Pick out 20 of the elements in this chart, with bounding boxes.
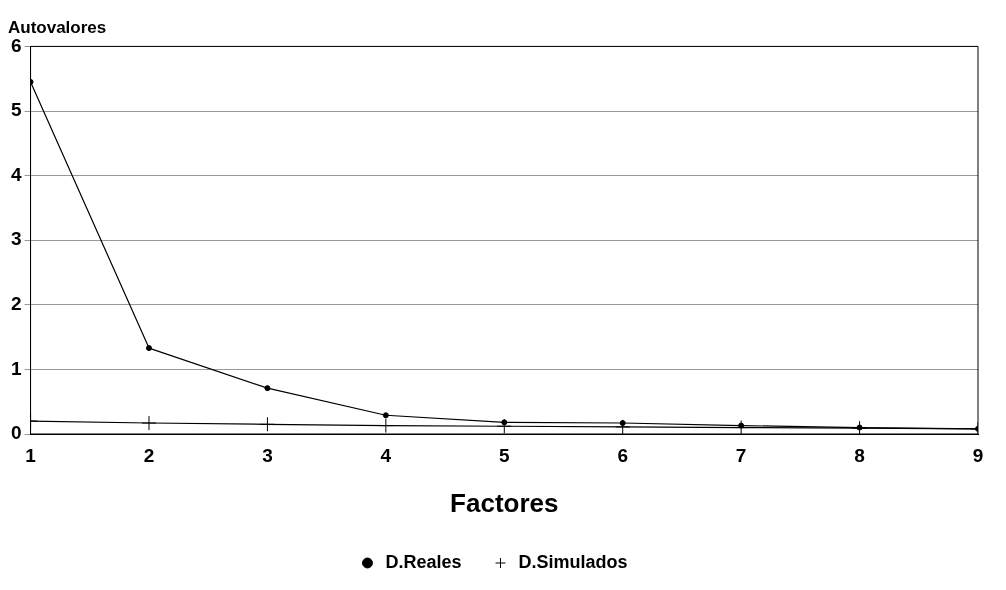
x-tick-label: 5 xyxy=(498,444,510,466)
y-axis-title: Autovalores xyxy=(8,17,107,37)
x-tick-label: 6 xyxy=(617,444,628,466)
legend-label: D.Reales xyxy=(385,551,462,572)
x-tick-label: 2 xyxy=(143,444,155,466)
y-tick-label: 3 xyxy=(10,228,22,250)
y-tick-label: 0 xyxy=(10,422,22,444)
y-tick-label: 2 xyxy=(10,293,22,315)
x-tick-label: 3 xyxy=(262,444,273,466)
x-tick-label: 7 xyxy=(735,444,747,466)
y-tick-label: 5 xyxy=(10,99,22,121)
y-tick-label: 6 xyxy=(10,34,22,56)
y-tick-label: 1 xyxy=(10,357,22,379)
x-tick-label: 1 xyxy=(25,444,37,466)
y-tick-label: 4 xyxy=(10,163,22,185)
legend-label: D.Simulados xyxy=(518,551,628,572)
x-axis-title: Factores xyxy=(450,487,559,518)
x-tick-label: 9 xyxy=(972,444,984,466)
x-tick-label: 4 xyxy=(380,444,392,466)
x-tick-label: 8 xyxy=(854,444,865,466)
